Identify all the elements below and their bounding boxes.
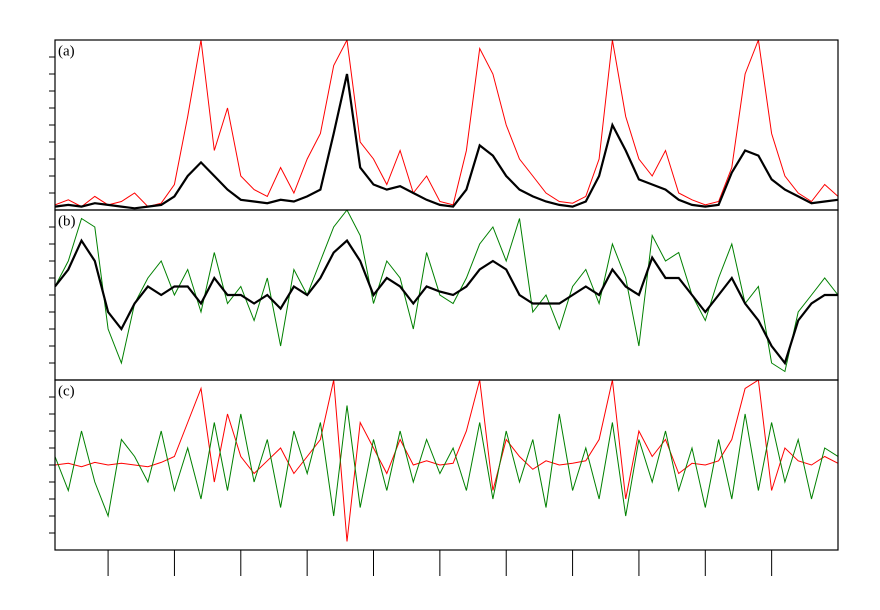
data-line (55, 40, 838, 208)
data-line (55, 238, 838, 366)
panel-frame (54, 379, 839, 551)
data-line (55, 380, 838, 542)
data-line (55, 73, 838, 210)
data-line (55, 210, 838, 373)
data-line (55, 405, 838, 518)
panel-frame (54, 209, 839, 381)
panel-label: (b) (58, 213, 76, 229)
panel-label: (a) (58, 43, 75, 59)
panel-frame (54, 39, 839, 211)
panel-label: (c) (58, 383, 75, 399)
